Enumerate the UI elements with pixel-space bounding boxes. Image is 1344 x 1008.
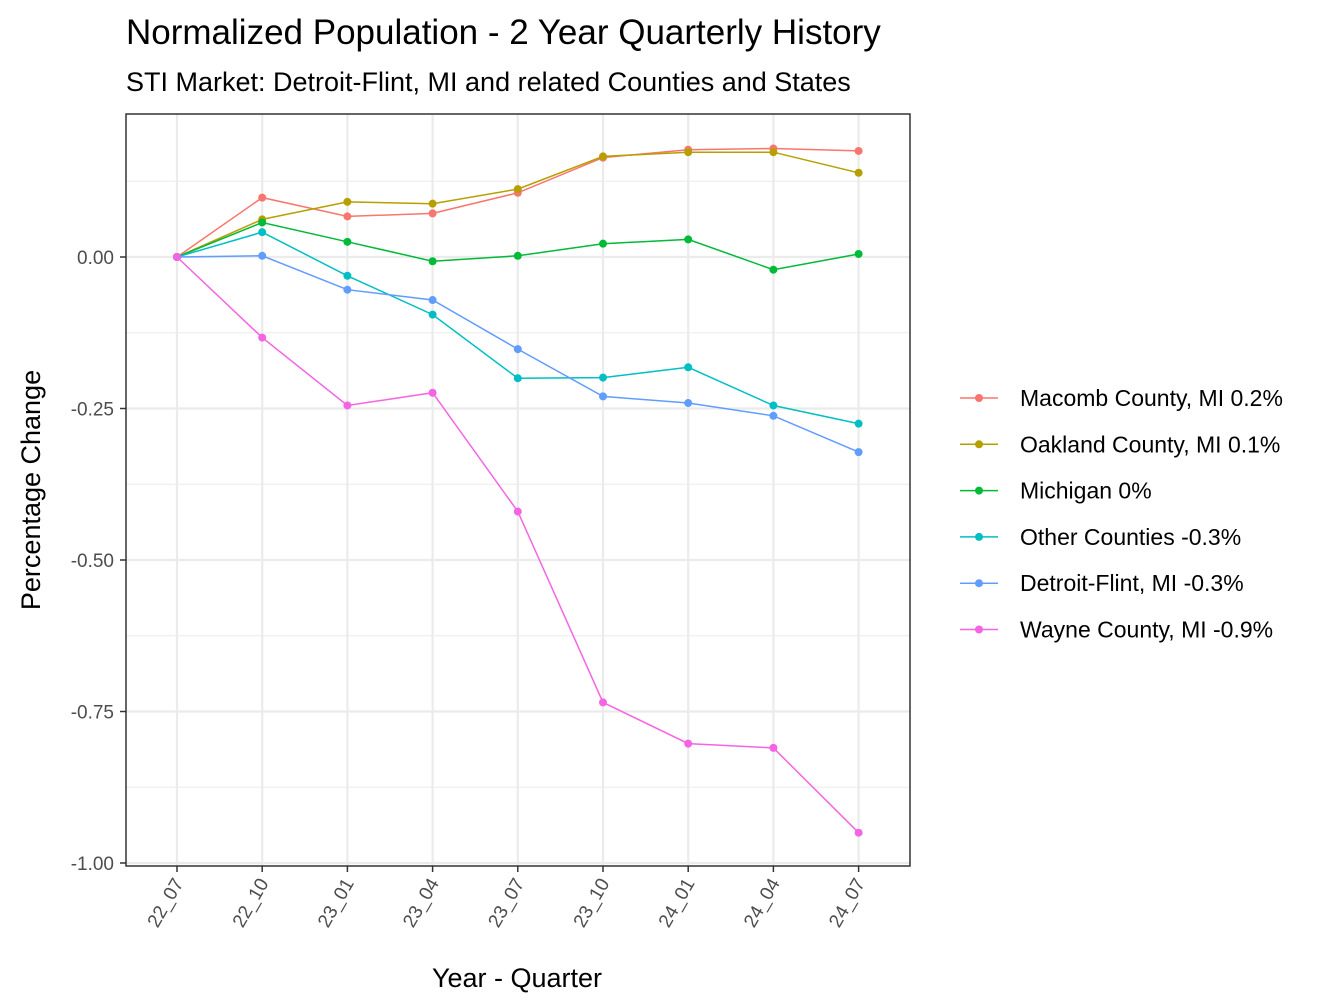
data-point <box>684 363 693 372</box>
data-point <box>513 507 522 516</box>
data-point <box>428 310 437 319</box>
data-point <box>854 448 863 457</box>
data-point <box>428 257 437 266</box>
data-point <box>854 419 863 428</box>
data-point <box>684 148 693 157</box>
data-point <box>343 271 352 280</box>
data-point <box>854 828 863 837</box>
data-point <box>258 218 267 227</box>
x-tick-label: 23_07 <box>485 875 530 931</box>
legend-key-point <box>975 579 983 588</box>
data-point <box>513 251 522 260</box>
data-point <box>513 374 522 383</box>
legend-label: Macomb County, MI 0.2% <box>1020 385 1283 411</box>
y-tick-label: -0.25 <box>71 400 114 421</box>
y-tick-label: 0.00 <box>77 248 114 269</box>
legend-key-point <box>975 625 983 634</box>
data-point <box>769 743 778 752</box>
data-point <box>854 146 863 155</box>
data-point <box>854 249 863 258</box>
legend-label: Other Counties -0.3% <box>1020 524 1241 550</box>
y-axis-title: Percentage Change <box>16 370 46 610</box>
data-point <box>343 197 352 206</box>
data-point <box>258 193 267 202</box>
legend-label: Detroit-Flint, MI -0.3% <box>1020 570 1244 596</box>
x-axis-title: Year - Quarter <box>432 963 602 993</box>
data-point <box>343 401 352 410</box>
chart-subtitle: STI Market: Detroit-Flint, MI and relate… <box>126 67 851 97</box>
data-point <box>854 168 863 177</box>
legend: Macomb County, MI 0.2% Oakland County, MI… <box>960 385 1283 643</box>
data-point <box>684 399 693 408</box>
data-point <box>428 209 437 218</box>
y-tick-label: -0.75 <box>71 703 114 724</box>
data-point <box>769 401 778 410</box>
legend-key-point <box>975 440 983 449</box>
data-point <box>343 237 352 246</box>
data-point <box>599 392 607 401</box>
x-tick-label: 24_07 <box>825 875 870 931</box>
legend-label: Michigan 0% <box>1020 478 1152 504</box>
data-point <box>173 253 181 261</box>
y-tick-label: -0.50 <box>71 551 114 572</box>
data-point <box>428 388 437 397</box>
data-point <box>769 148 778 157</box>
data-point <box>258 251 267 260</box>
data-point <box>769 265 778 274</box>
legend-label: Wayne County, MI -0.9% <box>1020 617 1273 643</box>
data-point <box>428 199 437 208</box>
data-point <box>599 373 607 382</box>
x-tick-label: 23_01 <box>314 875 359 931</box>
legend-key-point <box>975 532 983 541</box>
data-point <box>428 296 437 305</box>
y-axis: -1.00 -0.75 -0.50 -0.25 0.00 <box>71 248 126 875</box>
x-tick-label: 24_01 <box>655 875 700 931</box>
data-point <box>258 333 267 342</box>
x-tick-label: 22_10 <box>229 875 274 931</box>
data-point <box>599 152 607 161</box>
legend-key-point <box>975 486 983 495</box>
data-point <box>684 739 693 748</box>
data-point <box>258 228 267 237</box>
data-point <box>513 185 522 194</box>
x-tick-label: 23_10 <box>570 875 615 931</box>
x-tick-label: 23_04 <box>399 875 444 932</box>
series-points <box>173 144 863 837</box>
chart-title: Normalized Population - 2 Year Quarterly… <box>126 13 881 52</box>
x-tick-label: 24_04 <box>740 875 785 932</box>
y-tick-label: -1.00 <box>71 854 114 875</box>
data-point <box>599 698 607 707</box>
data-point <box>343 212 352 221</box>
data-point <box>513 345 522 354</box>
x-tick-label: 22_07 <box>144 875 189 931</box>
data-point <box>599 239 607 248</box>
legend-label: Oakland County, MI 0.1% <box>1020 431 1280 457</box>
data-point <box>769 411 778 420</box>
x-axis: 22_07 22_10 23_01 23_04 23_07 23_10 24_01 24_04… <box>144 866 870 931</box>
legend-key-point <box>975 394 983 402</box>
data-point <box>343 285 352 294</box>
data-point <box>684 235 693 244</box>
